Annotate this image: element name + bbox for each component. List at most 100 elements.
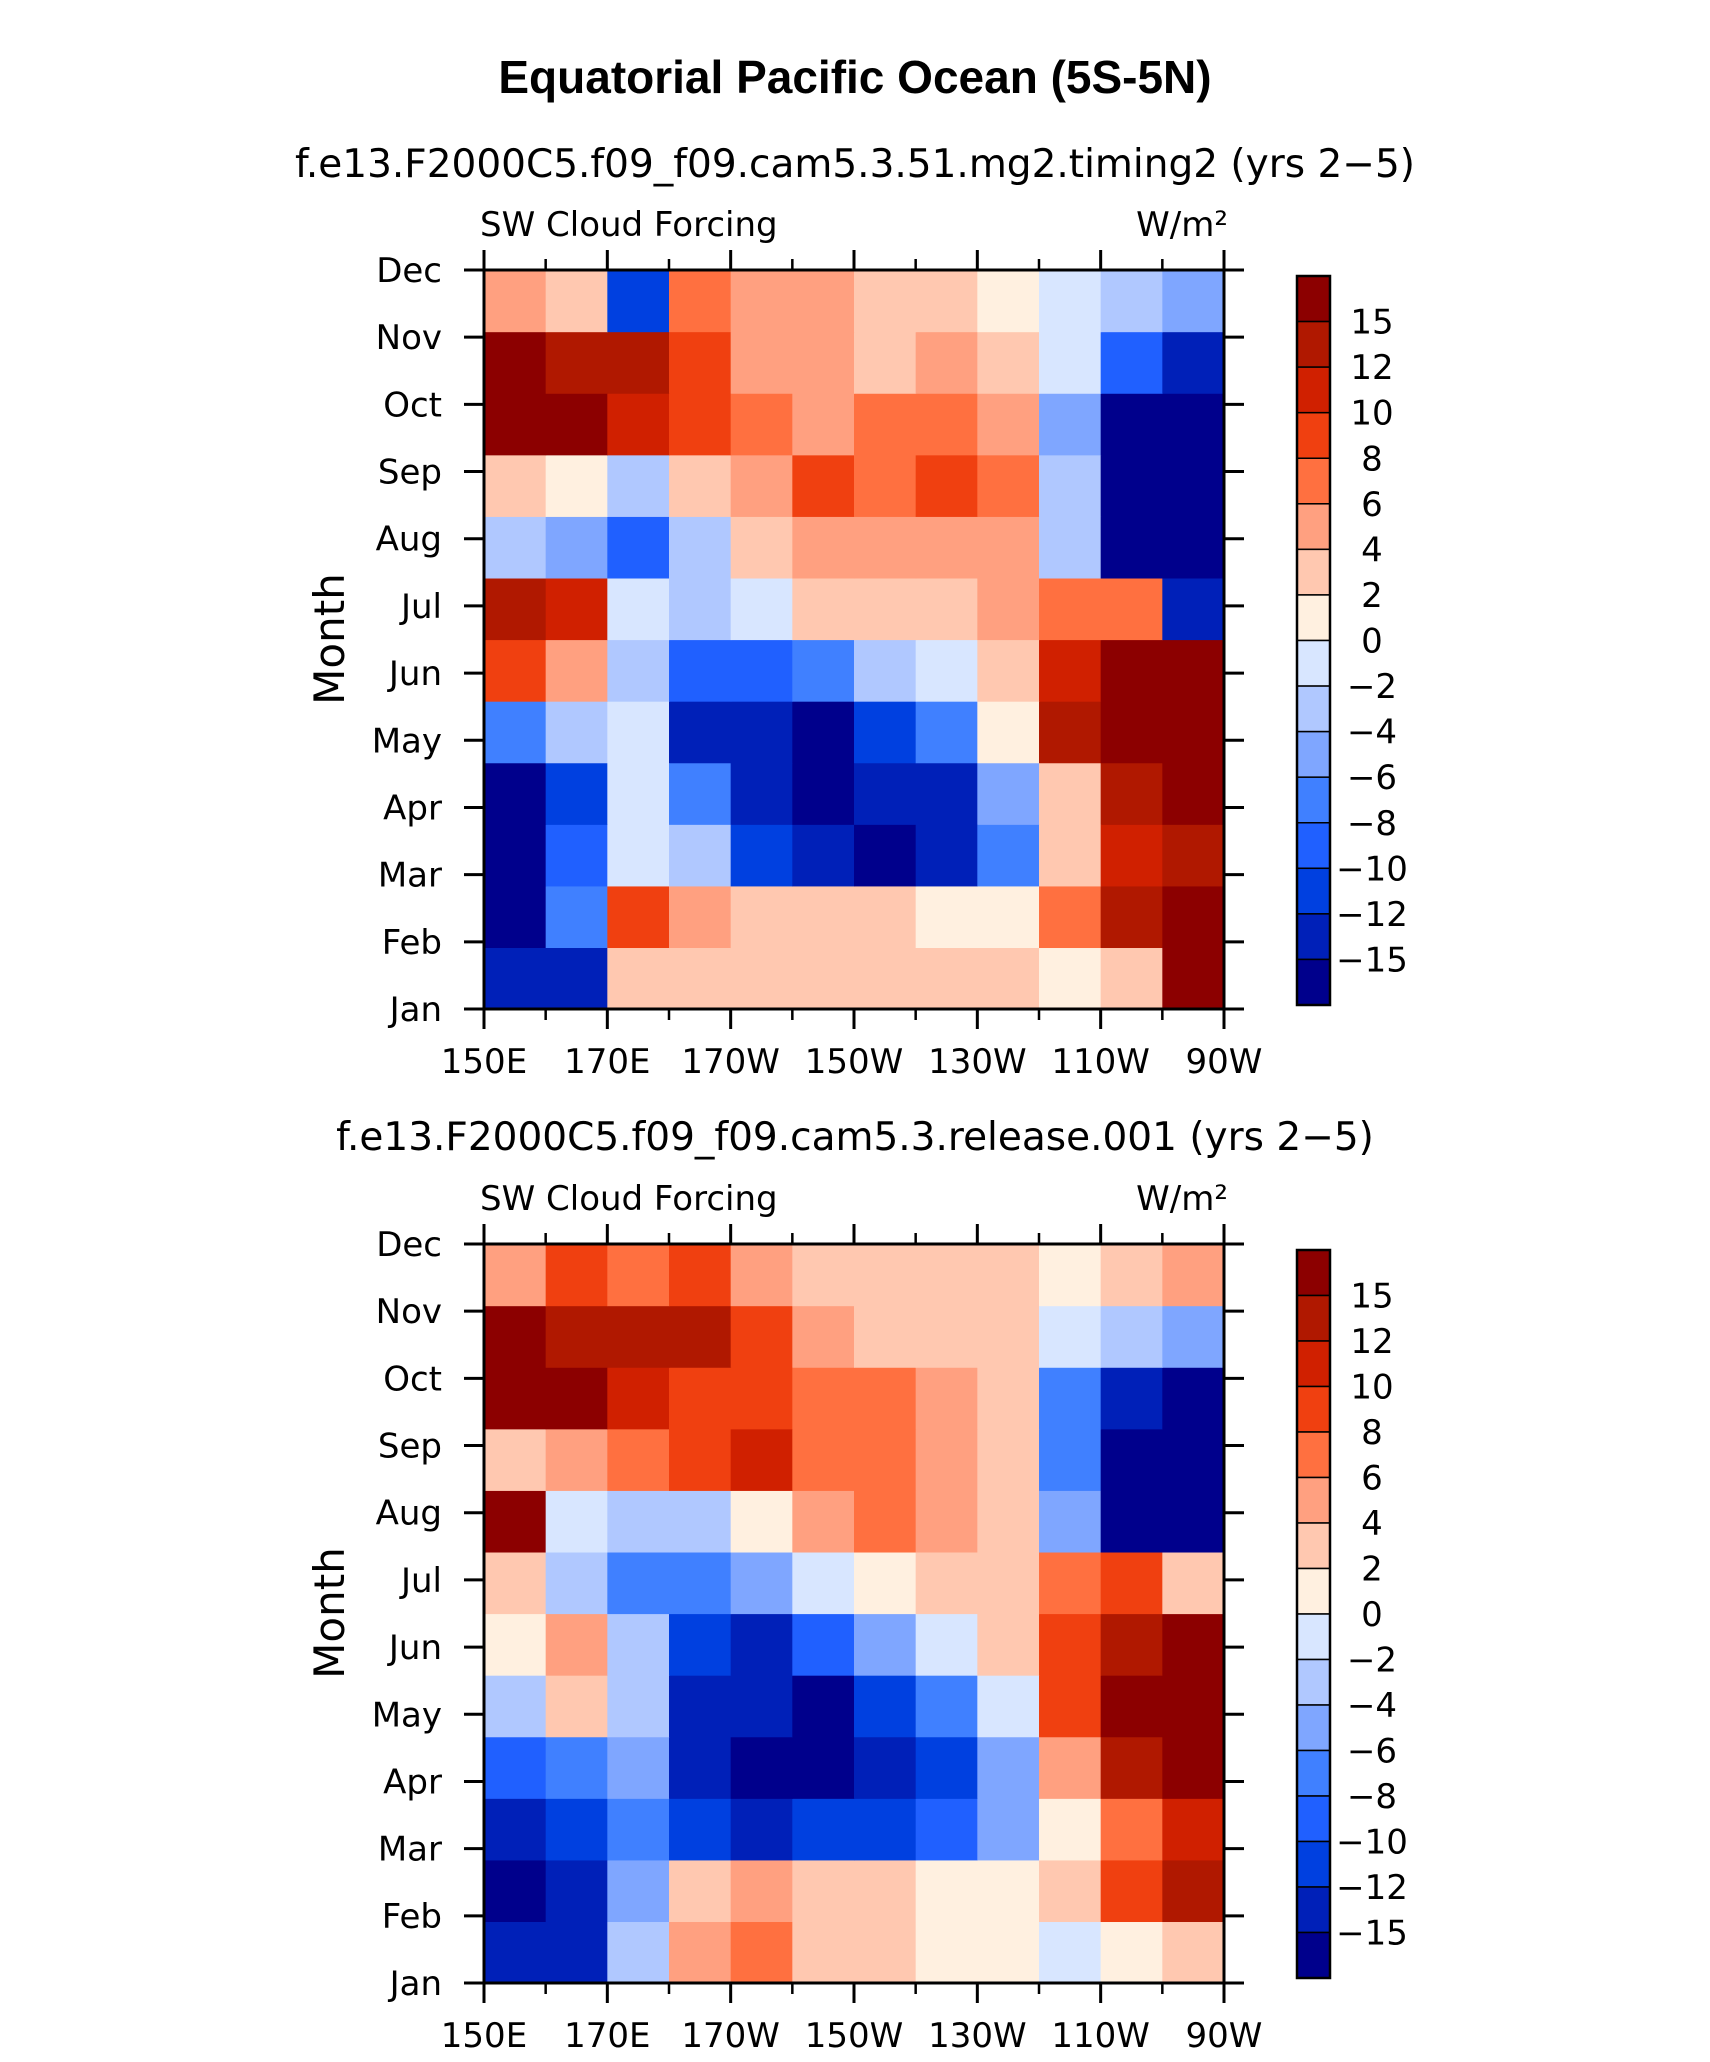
y-tick-label: Jul [399, 1561, 442, 1601]
heatmap-cell [730, 1244, 793, 1307]
heatmap-cell [1100, 1305, 1163, 1368]
colorbar-swatch [1296, 1795, 1331, 1843]
y-tick-label: May [372, 721, 442, 761]
colorbar-swatch [1296, 320, 1331, 368]
heatmap-cell [1039, 270, 1102, 333]
heatmap-cell [1162, 1551, 1225, 1615]
heatmap-cell [730, 1859, 793, 1923]
heatmap-cell [977, 639, 1040, 702]
x-tick-label: 110W [1051, 1042, 1150, 1082]
heatmap-cell [1039, 824, 1102, 887]
colorbar-label: 10 [1350, 394, 1393, 434]
heatmap-cell [854, 577, 917, 641]
heatmap-cell [545, 1490, 608, 1553]
heatmap-cell [607, 1367, 670, 1430]
heatmap-cell [545, 1921, 608, 1984]
y-tick-label: Jan [388, 1964, 442, 2004]
heatmap-cell [669, 1305, 732, 1368]
heatmap-cell [1100, 270, 1163, 333]
heatmap-cell [854, 393, 917, 456]
heatmap-cell [484, 393, 547, 456]
heatmap-cell [484, 1675, 547, 1738]
panel-top-right-label: W/m² [1136, 205, 1228, 245]
colorbar-label: 0 [1361, 1595, 1383, 1635]
panel-top-heatmap [484, 270, 1225, 1010]
y-tick-label: Dec [376, 251, 442, 291]
heatmap-cell [915, 454, 978, 517]
heatmap-cell [854, 885, 917, 949]
heatmap-cell [730, 1305, 793, 1368]
heatmap-cell [915, 1367, 978, 1430]
heatmap-cell [854, 1859, 917, 1923]
y-tick-label: Jun [387, 1628, 442, 1668]
heatmap-cell [1100, 1613, 1163, 1676]
heatmap-cell [669, 270, 732, 333]
heatmap-cell [915, 393, 978, 456]
y-tick-label: Aug [376, 1494, 442, 1534]
heatmap-cell [854, 639, 917, 702]
heatmap-cell [792, 762, 855, 825]
heatmap-cell [545, 1551, 608, 1615]
x-tick-label: 170E [564, 2016, 650, 2056]
heatmap-cell [545, 1859, 608, 1923]
heatmap-cell [730, 639, 793, 702]
colorbar-label: 2 [1361, 1550, 1383, 1590]
heatmap-cell [1039, 947, 1102, 1010]
heatmap-cell [484, 885, 547, 949]
y-tick-label: Oct [383, 385, 442, 425]
heatmap-cell [484, 1859, 547, 1923]
heatmap-cell [730, 1613, 793, 1676]
colorbar-frame [1295, 274, 1332, 1007]
heatmap-cell [977, 577, 1040, 641]
heatmap-cell [915, 1428, 978, 1491]
heatmap-cell [607, 1613, 670, 1676]
heatmap-cell [915, 639, 978, 702]
colorbar-label: 8 [1361, 439, 1383, 479]
heatmap-cell [977, 1551, 1040, 1615]
heatmap-cell [792, 270, 855, 333]
heatmap-cell [1039, 639, 1102, 702]
colorbar-swatch [1296, 1294, 1331, 1342]
colorbar-label: −2 [1347, 667, 1397, 707]
y-tick-label: Mar [378, 1830, 442, 1870]
heatmap-cell [669, 1244, 732, 1307]
heatmap-cell [669, 1428, 732, 1491]
heatmap-cell [730, 1428, 793, 1491]
colorbar-label: −15 [1336, 1914, 1408, 1954]
heatmap-cell [1100, 1551, 1163, 1615]
heatmap-cell [484, 947, 547, 1010]
heatmap-cell [915, 1305, 978, 1368]
panel-top-axes: Jan Feb Mar Apr May Jun Jul Aug Sep Oct Nov Dec 150E… [372, 250, 1262, 1082]
heatmap-cell [1162, 885, 1225, 949]
colorbar-swatch [1296, 685, 1331, 733]
heatmap-cell [669, 1367, 732, 1430]
heatmap-cell [1100, 885, 1163, 949]
colorbar-swatch [1296, 503, 1331, 551]
heatmap-cell [915, 516, 978, 579]
heatmap-cell [607, 639, 670, 702]
heatmap-cell [792, 885, 855, 949]
heatmap-cell [1100, 824, 1163, 887]
heatmap-cell [977, 1428, 1040, 1491]
heatmap-cell [607, 701, 670, 764]
heatmap-cell [669, 393, 732, 456]
heatmap-cell [1100, 1490, 1163, 1553]
x-tick-label: 150W [805, 1042, 904, 1082]
colorbar-swatch [1296, 1886, 1331, 1934]
heatmap-cell [669, 824, 732, 887]
heatmap-cell [607, 1736, 670, 1799]
heatmap-cell [854, 1551, 917, 1615]
heatmap-cell [1100, 947, 1163, 1010]
heatmap-cell [545, 454, 608, 517]
heatmap-cell [792, 1798, 855, 1861]
heatmap-cell [1039, 1244, 1102, 1307]
heatmap-cell [607, 1798, 670, 1861]
colorbar-swatch [1296, 822, 1331, 870]
colorbar-swatch [1296, 1749, 1331, 1797]
heatmap-cell [977, 947, 1040, 1010]
colorbar-label: 15 [1350, 1277, 1393, 1317]
heatmap-cell [669, 762, 732, 825]
heatmap-cell [607, 516, 670, 579]
colorbar-swatch [1296, 1658, 1331, 1706]
